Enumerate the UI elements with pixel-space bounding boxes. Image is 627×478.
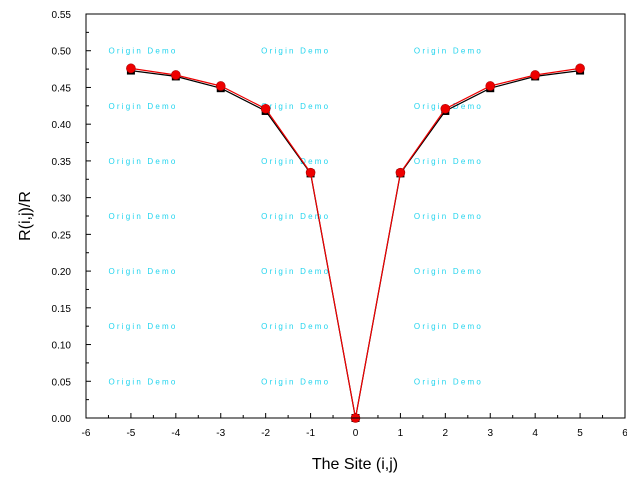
watermark-text: Origin Demo [108,47,177,56]
y-tick-label: 0.45 [52,83,72,94]
x-tick-label: -2 [261,428,270,439]
x-axis-title: The Site (i,j) [312,456,398,473]
watermark-text: Origin Demo [261,47,330,56]
y-tick-label: 0.30 [52,194,72,205]
watermark-text: Origin Demo [414,377,483,386]
y-tick-label: 0.10 [52,341,72,352]
x-tick-label: 2 [443,428,449,439]
series-2-point [171,70,180,79]
watermark-text: Origin Demo [414,322,483,331]
series-2-point [261,104,270,113]
watermark-text: Origin Demo [414,47,483,56]
y-tick-label: 0.50 [52,47,72,58]
y-tick-label: 0.00 [52,414,72,425]
series-2-point [306,168,315,177]
watermark-text: Origin Demo [108,102,177,111]
series-2-point [576,64,585,73]
watermark-text: Origin Demo [108,267,177,276]
y-tick-label: 0.15 [52,304,72,315]
series-2-point [216,81,225,90]
series-2-point [531,70,540,79]
watermark-text: Origin Demo [108,212,177,221]
watermark-text: Origin Demo [261,102,330,111]
x-tick-label: -4 [171,428,180,439]
x-tick-label: 6 [622,428,627,439]
y-axis-ticks: 0.00 0.05 0.10 0.15 0.20 0.25 0.30 0.35 0.40 0.45… [52,10,91,425]
x-tick-label: 1 [398,428,404,439]
series-2-point [441,104,450,113]
watermark-text: Origin Demo [414,267,483,276]
x-tick-label: -1 [306,428,315,439]
series-2-point [396,168,405,177]
watermark-text: Origin Demo [261,322,330,331]
x-tick-label: 3 [487,428,493,439]
watermark-text: Origin Demo [261,267,330,276]
series-2-point [126,64,135,73]
y-tick-label: 0.05 [52,377,72,388]
watermark-text: Origin Demo [414,157,483,166]
x-tick-label: -5 [126,428,135,439]
x-tick-label: 5 [577,428,583,439]
y-tick-label: 0.25 [52,230,72,241]
y-tick-label: 0.20 [52,267,72,278]
y-tick-label: 0.40 [52,120,72,131]
watermark-text: Origin Demo [108,157,177,166]
watermark-text: Origin Demo [108,377,177,386]
y-tick-label: 0.55 [52,10,72,21]
x-tick-label: 4 [532,428,538,439]
watermark-text: Origin Demo [261,212,330,221]
y-tick-label: 0.35 [52,157,72,168]
watermark-text: Origin Demo [261,157,330,166]
x-tick-label: 0 [353,428,359,439]
x-tick-label: -6 [82,428,91,439]
y-axis-title: R(i,j)/R [17,191,34,241]
watermark-text: Origin Demo [261,377,330,386]
series-2-point [486,81,495,90]
watermark-text: Origin Demo [414,212,483,221]
watermark-text: Origin Demo [108,322,177,331]
x-tick-label: -3 [216,428,225,439]
